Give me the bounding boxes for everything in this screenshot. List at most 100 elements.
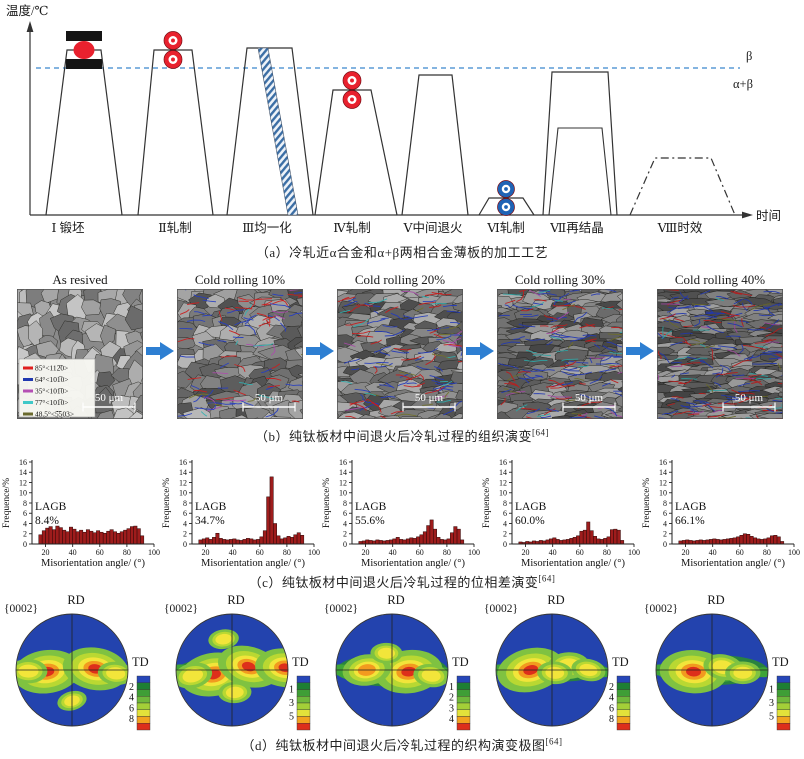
y-tick-label: 14 <box>179 468 187 477</box>
stage-label-8: Ⅷ时效 <box>657 220 703 235</box>
y-tick-label: 2 <box>503 530 507 539</box>
micrograph-slot: Cold rolling 10% 50 μm <box>160 270 320 419</box>
plane-label: {0002} <box>324 603 358 615</box>
legend-box: 85°<112̅0> 64°<101̅0> 35°<101̅0> 77°<101̅0>… <box>18 358 96 419</box>
x-tick-label: 60 <box>416 548 424 557</box>
y-tick-label: 6 <box>183 509 187 518</box>
y-tick-label: 2 <box>23 530 27 539</box>
color-scale-label: 3 <box>769 698 774 709</box>
stage-5 <box>401 74 469 216</box>
x-tick-label: 100 <box>308 548 320 557</box>
stage-label-4: Ⅳ轧制 <box>333 221 371 235</box>
stage-label-6: Ⅵ轧制 <box>486 221 525 235</box>
boundary-segments <box>337 289 463 419</box>
right-arrow-icon <box>306 342 334 360</box>
x-tick-label: 80 <box>603 548 611 557</box>
rd-label: RD <box>67 593 84 607</box>
y-tick-label: 14 <box>19 468 27 477</box>
legend-entry: 64°<101̅0> <box>35 375 68 384</box>
td-label: TD <box>292 655 309 669</box>
roller-icon <box>342 71 362 90</box>
color-scale-label: 3 <box>449 703 454 714</box>
stage-label-5: Ⅴ中间退火 <box>402 220 463 235</box>
stage-shape <box>478 197 535 216</box>
micrograph-title: Cold rolling 30% <box>514 272 606 287</box>
stage-label-7: Ⅶ再结晶 <box>549 221 604 235</box>
panel-c-histograms: 0 2 4 6 8 10 12 14 16 20 40 60 80 100 Frequence/% Misor… <box>0 458 804 591</box>
x-tick-label: 20 <box>522 548 530 557</box>
right-arrow-icon <box>626 342 654 360</box>
td-label: TD <box>612 655 629 669</box>
stage-4 <box>314 71 398 216</box>
color-scale-label: 2 <box>449 693 454 704</box>
stage-1 <box>45 31 123 216</box>
boundary-segments <box>657 289 783 419</box>
x-tick-label: 40 <box>69 548 77 557</box>
x-tick-label: 80 <box>763 548 771 557</box>
y-tick-label: 6 <box>343 509 347 518</box>
histogram-bars <box>678 533 785 545</box>
caption-d: （d）纯钛板材中间退火后冷轧过程的织构演变极图[64] <box>0 735 804 754</box>
x-axis-title: Misorientation angle/ (°) <box>201 558 305 569</box>
lagb-value: 60.0% <box>515 515 545 527</box>
y-tick-label: 16 <box>499 458 507 467</box>
legend-entry: 85°<112̅0> <box>35 364 68 373</box>
boundary-segments <box>498 289 623 419</box>
y-tick-label: 8 <box>23 499 27 508</box>
scale-bar: 50 μm <box>242 392 296 412</box>
y-tick-label: 0 <box>183 540 187 549</box>
stage-7 <box>542 71 618 216</box>
td-label: TD <box>452 655 469 669</box>
stage-2 <box>137 31 214 216</box>
y-tick-label: 0 <box>503 540 507 549</box>
stage-label-3: Ⅲ均一化 <box>242 221 292 235</box>
time-axis-label: 时间 <box>756 209 781 223</box>
color-scale-label: 3 <box>289 698 294 709</box>
y-tick-label: 2 <box>183 530 187 539</box>
scale-bar-label: 50 μm <box>255 392 284 404</box>
roller-icon <box>497 198 515 216</box>
y-tick-label: 16 <box>339 458 347 467</box>
plane-label: {0002} <box>164 603 198 615</box>
stage-label-2: Ⅱ轧制 <box>158 221 192 235</box>
y-tick-label: 12 <box>659 478 667 487</box>
x-tick-label: 40 <box>389 548 397 557</box>
right-arrow-icon <box>466 342 494 360</box>
stage-3 <box>226 47 314 216</box>
stage-shape <box>45 49 123 216</box>
y-tick-label: 10 <box>659 489 667 498</box>
rd-label: RD <box>227 593 244 607</box>
roller-icon <box>163 50 183 69</box>
x-tick-label: 40 <box>549 548 557 557</box>
rd-label: RD <box>387 593 404 607</box>
y-tick-label: 6 <box>23 509 27 518</box>
y-axis-title: Frequence/% <box>322 478 332 528</box>
roller-icon <box>342 90 362 109</box>
micrograph-title: As resived <box>52 272 108 287</box>
stage-shape <box>542 71 618 216</box>
micrograph-slot: Cold rolling 30% 50 μm <box>480 270 640 419</box>
histogram-bars <box>38 525 145 545</box>
lagb-value: 66.1% <box>675 515 705 527</box>
panel-a-process-diagram: 温度/℃ 时间 β α+β Ⅰ 锻坯 Ⅱ轧制 Ⅲ均一化 Ⅳ轧制 Ⅴ中间退火 Ⅵ轧制 Ⅶ再结晶 Ⅷ时效 … <box>0 0 804 261</box>
y-tick-label: 0 <box>343 540 347 549</box>
scale-bar: 50 μm <box>402 392 456 412</box>
rd-label: RD <box>707 593 724 607</box>
y-tick-label: 12 <box>339 478 347 487</box>
y-axis-title: Frequence/% <box>642 478 652 528</box>
micrograph-slot: Cold rolling 20% 50 μm <box>320 270 480 419</box>
alpha-beta-phase-label: α+β <box>733 77 753 91</box>
y-tick-label: 12 <box>19 478 27 487</box>
plane-label: {0002} <box>4 603 38 615</box>
stage-shape <box>629 157 736 216</box>
histogram-row: 0 2 4 6 8 10 12 14 16 20 40 60 80 100 Frequence/% Misor… <box>0 458 804 570</box>
y-tick-label: 8 <box>503 499 507 508</box>
color-scale-label: 6 <box>129 703 134 714</box>
hatched-band <box>257 47 299 216</box>
y-tick-label: 16 <box>19 458 27 467</box>
